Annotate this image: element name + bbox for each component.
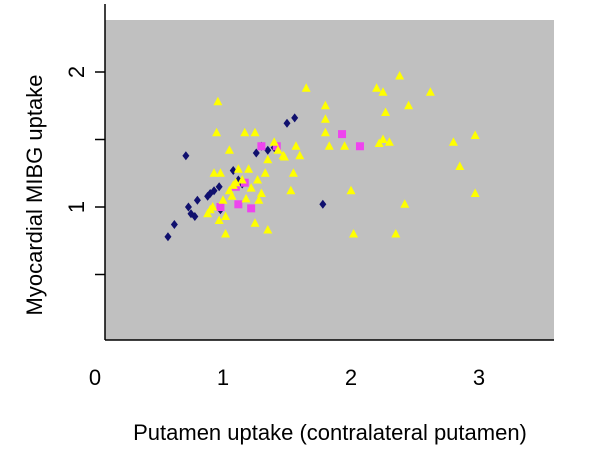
triangle-point: [231, 177, 241, 187]
axes: 1 2 0 1 2 3: [64, 4, 554, 390]
triangle-point: [425, 87, 435, 96]
triangle-point: [391, 229, 401, 238]
triangle-point: [240, 127, 250, 137]
triangle-point: [224, 145, 234, 154]
data-points: [164, 71, 480, 242]
square-point: [272, 142, 281, 151]
diamond-point: [264, 145, 272, 155]
triangle-point: [320, 100, 330, 110]
diamond-point: [191, 211, 199, 221]
diamond-point: [164, 232, 172, 242]
triangle-point: [233, 164, 243, 173]
triangle-point: [263, 154, 273, 164]
triangle-point: [378, 87, 388, 96]
triangle-point: [213, 96, 223, 106]
triangle-point: [250, 218, 260, 227]
triangle-point: [244, 164, 254, 173]
diamond-point: [170, 220, 178, 230]
triangle-point: [448, 137, 458, 146]
triangle-point: [221, 211, 231, 220]
triangle-point: [260, 168, 270, 177]
triangle-point: [256, 188, 266, 197]
triangle-point: [404, 100, 414, 110]
triangle-point: [381, 107, 391, 116]
diamond-point: [210, 186, 218, 196]
triangle-point: [250, 127, 260, 137]
triangle-point: [320, 127, 330, 137]
diamond-point: [252, 148, 260, 158]
diamond-point: [229, 166, 237, 176]
triangle-point: [324, 141, 334, 150]
diamond-point: [283, 118, 291, 128]
y-tick-label: 2: [64, 66, 89, 78]
triangle-point: [286, 185, 296, 195]
y-axis-title: Myocardial MIBG uptake: [22, 75, 47, 316]
triangle-point: [320, 114, 330, 123]
triangle-point: [208, 202, 218, 211]
triangle-point: [215, 168, 225, 177]
triangle-point: [455, 161, 465, 170]
x-axis-title: Putamen uptake (contralateral putamen): [133, 420, 527, 445]
triangle-point: [209, 168, 219, 177]
triangle-point: [221, 229, 231, 238]
square-point: [247, 204, 256, 213]
triangle-point: [291, 141, 301, 150]
triangle-point: [372, 83, 382, 92]
diamond-point: [319, 199, 327, 209]
triangle-point: [378, 134, 388, 143]
x-tick-label: 1: [217, 365, 229, 390]
triangle-point: [269, 137, 279, 146]
triangle-point: [227, 191, 237, 200]
triangle-point: [218, 195, 228, 204]
triangle-point: [295, 150, 305, 160]
triangle-point: [301, 83, 311, 92]
triangle-point: [263, 224, 273, 234]
diamond-point: [193, 195, 201, 205]
square-point: [234, 200, 243, 209]
triangle-point: [246, 183, 256, 192]
diamond-point: [184, 202, 192, 212]
plot-background: [105, 20, 554, 340]
triangle-point: [254, 195, 264, 204]
diamond-point: [215, 182, 223, 192]
triangle-point: [400, 199, 410, 208]
triangle-point: [384, 137, 394, 146]
triangle-point: [214, 215, 224, 224]
diamond-point: [182, 151, 190, 161]
triangle-point: [470, 188, 480, 197]
square-point: [216, 203, 225, 211]
x-tick-label: 3: [473, 365, 485, 390]
square-point: [257, 142, 266, 151]
triangle-point: [279, 152, 289, 161]
triangle-point: [253, 175, 263, 184]
triangle-point: [273, 145, 283, 154]
triangle-point: [349, 229, 359, 238]
square-point: [355, 142, 364, 151]
x-tick-label: 2: [345, 365, 357, 390]
x-tick-label: 0: [89, 365, 101, 390]
triangle-point: [241, 193, 251, 203]
triangle-point: [470, 130, 480, 139]
triangle-point: [212, 127, 222, 137]
triangle-point: [346, 185, 356, 195]
triangle-point: [340, 141, 350, 150]
diamond-point: [291, 113, 299, 123]
triangle-point: [395, 71, 405, 80]
triangle-point: [288, 168, 298, 177]
triangle-point: [237, 175, 247, 184]
square-point: [338, 130, 347, 139]
y-tick-label: 1: [64, 201, 89, 213]
